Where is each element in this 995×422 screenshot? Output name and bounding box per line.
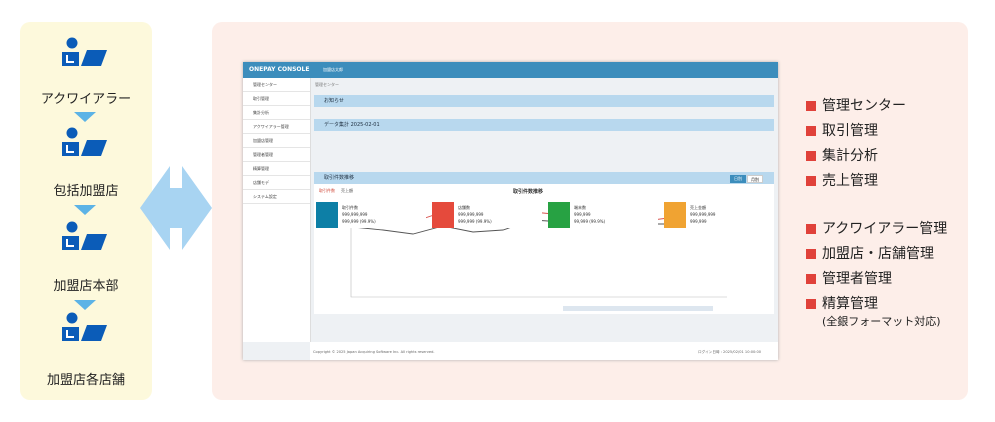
card-icon <box>664 202 686 228</box>
feature: 管理センター <box>806 95 906 115</box>
card-sub: 999,999 (99.9%) <box>458 219 492 224</box>
card-value: 999,999,999 <box>458 212 484 217</box>
card: 端末数 999,999 99,999 (99.9%) <box>548 202 658 228</box>
feature: 取引管理 <box>806 120 878 140</box>
feature-note: (全銀フォーマット対応) <box>822 315 941 328</box>
legend: 取引件数 <box>319 188 335 193</box>
card-label: 取引件数 <box>342 205 358 210</box>
menu-item: 取引管理 <box>243 92 310 106</box>
sidebar <box>243 78 311 342</box>
card: 店舗数 999,999,999 999,999 (99.9%) <box>432 202 542 228</box>
node-label: 包括加盟店 <box>53 184 119 199</box>
feature: 集計分析 <box>806 145 878 165</box>
notice: お知らせ <box>314 95 774 107</box>
card-icon <box>316 202 338 228</box>
legend: 売上額 <box>341 188 353 193</box>
node-label: アクワイアラー <box>40 92 132 107</box>
feature: アクワイアラー管理 <box>806 218 947 238</box>
summary-date: 2025-02-01 <box>350 122 380 128</box>
menu-item: 精算管理 <box>243 162 310 176</box>
breadcrumb: 管理センター <box>315 82 339 87</box>
card-sub: 99,999 (99.9%) <box>574 219 606 224</box>
card-label: 端末数 <box>574 205 586 210</box>
footer-bar <box>310 342 778 360</box>
summary-title: データ集計 2025-02-01 <box>314 119 774 131</box>
feature: 売上管理 <box>806 170 878 190</box>
menu-item: 管理者管理 <box>243 148 310 162</box>
menu-item: アクワイアラー管理 <box>243 120 310 134</box>
footer: Copyright © 2025 Japan Acquiring Softwar… <box>313 350 435 354</box>
summary: データ集計 <box>324 122 350 128</box>
menu-item: 店舗モデ <box>243 176 310 190</box>
card-icon <box>432 202 454 228</box>
tab[interactable]: 月別 <box>747 175 763 183</box>
card: 取引件数 999,999,999 999,999 (99.9%) <box>316 202 426 228</box>
card-value: 999,999,999 <box>690 212 716 217</box>
card-label: 売上金額 <box>690 205 706 210</box>
chart-title: 取引件数推移 <box>513 189 544 195</box>
menu-item: 集計分析 <box>243 106 310 120</box>
node-label: 加盟店本部 <box>53 279 119 294</box>
card-label: 店舗数 <box>458 205 470 210</box>
menu-item: 管理センター <box>243 78 310 92</box>
card-value: 999,999,999 <box>342 212 368 217</box>
card: 売上金額 999,999,999 999,999 <box>664 202 774 228</box>
node-label: 加盟店各店舗 <box>46 373 125 388</box>
feature: 加盟店・店舗管理 <box>806 243 934 263</box>
card-sub: 999,999 (99.9%) <box>342 219 376 224</box>
logo: ONEPAY CONSOLE <box>249 66 310 73</box>
tab[interactable]: 日別 <box>730 175 746 183</box>
chart-panel: 取引件数推移 <box>314 172 774 184</box>
card-icon <box>548 202 570 228</box>
feature: 管理者管理 <box>806 268 892 288</box>
login: ログイン日時 : 2025/02/01 10:00:00 <box>698 350 762 354</box>
card-sub: 999,999 <box>690 219 707 224</box>
menu-item: 加盟店管理 <box>243 134 310 148</box>
menu-item: システム設定 <box>243 190 310 204</box>
topbar <box>243 62 778 78</box>
dashboard: ONEPAY CONSOLE 加盟店太郎 管理センター お知らせ データ集計 2… <box>243 62 778 360</box>
user: 加盟店太郎 <box>323 67 343 72</box>
feature: 精算管理 <box>806 293 878 313</box>
card-value: 999,999 <box>574 212 591 217</box>
